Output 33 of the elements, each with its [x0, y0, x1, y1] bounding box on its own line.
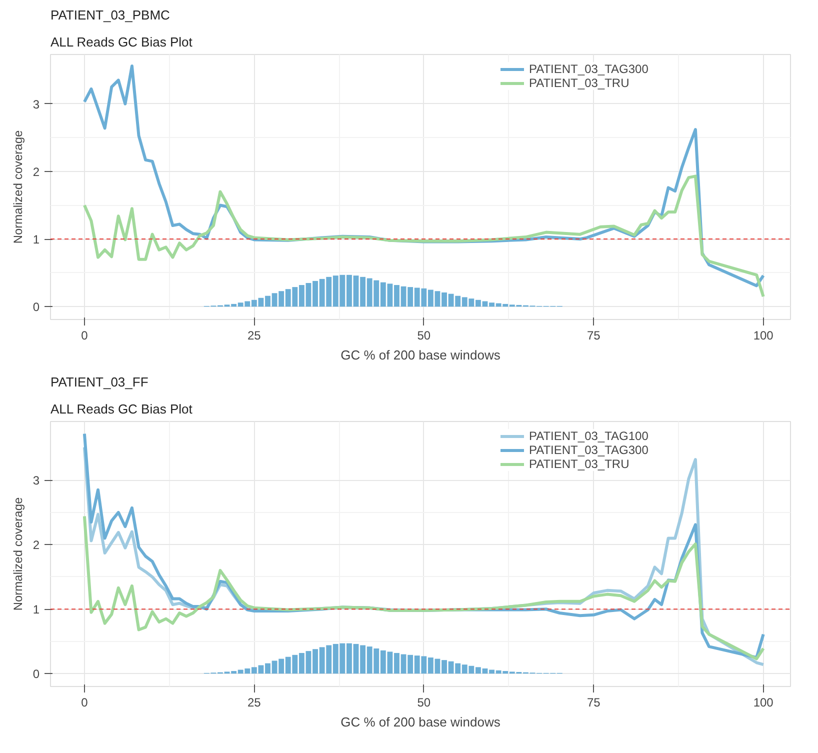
y-tick-label: 3	[32, 474, 40, 488]
legend-label: PATIENT_03_TRU	[529, 457, 630, 471]
x-axis-title: GC % of 200 base windows	[340, 348, 501, 362]
legend-label: PATIENT_03_TRU	[529, 76, 630, 90]
chart-subtitle: ALL Reads GC Bias Plot	[50, 34, 193, 50]
chart-title: PATIENT_03_PBMC	[50, 8, 170, 22]
x-tick-label: 75	[586, 328, 601, 342]
y-tick-label: 0	[32, 667, 40, 682]
y-tick-label: 3	[32, 97, 40, 112]
x-tick-label: 0	[81, 328, 88, 342]
chart-subtitle: ALL Reads GC Bias Plot	[50, 402, 193, 416]
line-series	[82, 174, 765, 298]
y-tick-label: 2	[32, 164, 40, 179]
line-series	[82, 514, 765, 660]
chart-title: PATIENT_03_FF	[50, 374, 148, 390]
legend-label: PATIENT_03_TAG300	[529, 62, 648, 76]
y-tick-label: 1	[32, 232, 40, 247]
y-axis-title: Normalized coverage	[10, 496, 25, 611]
y-tick-label: 2	[32, 538, 40, 552]
x-tick-label: 75	[586, 696, 601, 710]
x-tick-label: 50	[417, 696, 431, 710]
x-tick-label: 0	[81, 696, 88, 710]
legend-label: PATIENT_03_TAG300	[529, 443, 648, 457]
y-axis-title: Normalized coverage	[10, 130, 25, 244]
y-tick-label: 1	[32, 602, 40, 617]
x-axis-title: GC % of 200 base windows	[340, 714, 501, 730]
x-tick-label: 50	[417, 328, 431, 342]
x-tick-label: 25	[247, 328, 262, 342]
y-tick-label: 0	[32, 300, 40, 314]
x-tick-label: 100	[753, 696, 774, 710]
legend-label: PATIENT_03_TAG100	[529, 429, 648, 443]
x-tick-label: 100	[753, 328, 774, 342]
x-tick-label: 25	[247, 696, 262, 710]
